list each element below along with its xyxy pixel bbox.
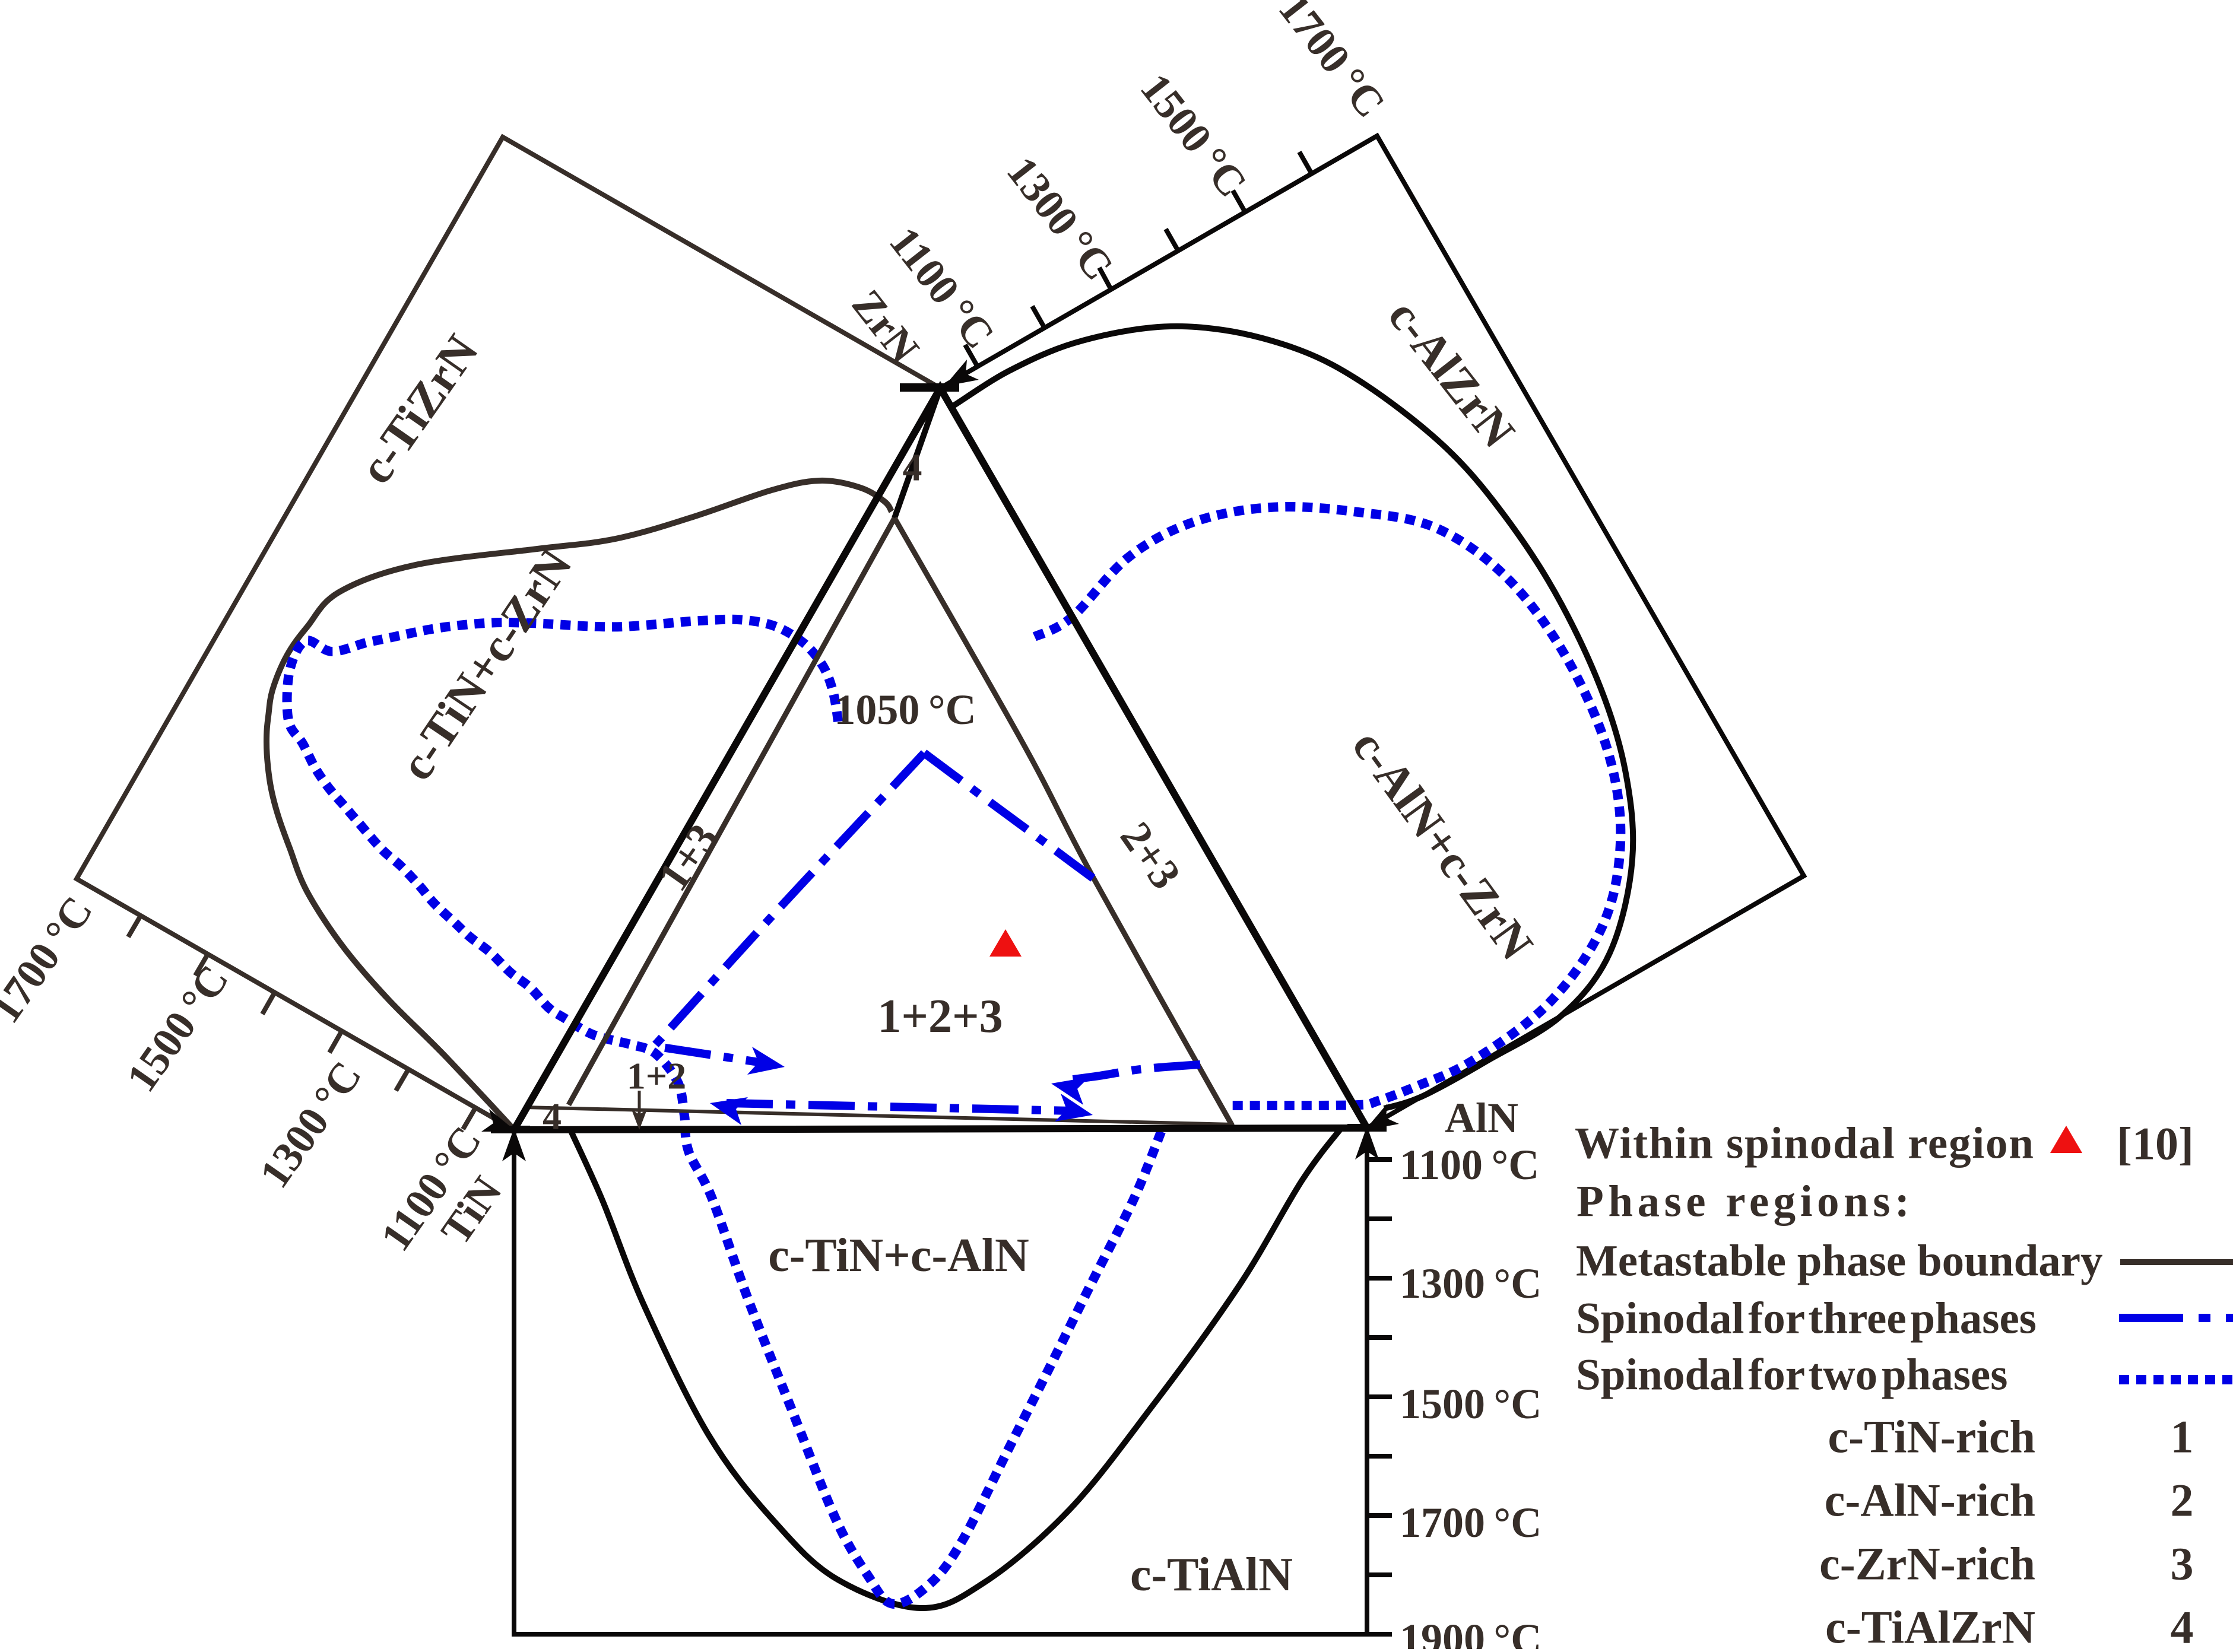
svg-text:1100 °C: 1100 °C bbox=[1400, 1141, 1539, 1189]
svg-text:4: 4 bbox=[543, 1095, 562, 1138]
svg-text:c-TiN-rich: c-TiN-rich bbox=[1828, 1411, 2035, 1463]
svg-text:c-ZrN-rich: c-ZrN-rich bbox=[1819, 1538, 2035, 1590]
svg-text:1300 °C: 1300 °C bbox=[1400, 1260, 1541, 1307]
svg-text:1500 °C: 1500 °C bbox=[1400, 1380, 1541, 1428]
svg-text:c-AlN-rich: c-AlN-rich bbox=[1825, 1475, 2035, 1526]
svg-text:Phase regions:: Phase regions: bbox=[1577, 1177, 1910, 1227]
svg-text:Spinodal for three phases: Spinodal for three phases bbox=[1576, 1294, 2037, 1343]
svg-text:4: 4 bbox=[903, 446, 922, 490]
svg-text:1+2+3: 1+2+3 bbox=[877, 990, 1003, 1043]
svg-text:3: 3 bbox=[2171, 1538, 2194, 1590]
svg-text:1700 °C: 1700 °C bbox=[1400, 1499, 1541, 1546]
svg-text:1900 °C: 1900 °C bbox=[1400, 1615, 1541, 1649]
svg-text:Metastable phase boundary: Metastable phase boundary bbox=[1576, 1237, 2103, 1286]
svg-text:1+2: 1+2 bbox=[627, 1055, 686, 1097]
svg-text:2: 2 bbox=[2171, 1475, 2194, 1526]
svg-text:Spinodal for two phases: Spinodal for two phases bbox=[1576, 1351, 2007, 1400]
svg-text:c-TiAlZrN: c-TiAlZrN bbox=[1825, 1602, 2035, 1650]
svg-text:[10]: [10] bbox=[2117, 1118, 2194, 1170]
svg-text:c-TiN+c-AlN: c-TiN+c-AlN bbox=[768, 1230, 1029, 1282]
svg-text:Within spinodal region: Within spinodal region bbox=[1575, 1119, 2034, 1168]
svg-text:AlN: AlN bbox=[1445, 1094, 1518, 1142]
svg-text:1050 °C: 1050 °C bbox=[834, 686, 976, 733]
svg-text:4: 4 bbox=[2171, 1602, 2194, 1650]
svg-text:c-TiAlN: c-TiAlN bbox=[1130, 1549, 1293, 1601]
svg-text:1: 1 bbox=[2171, 1411, 2194, 1463]
